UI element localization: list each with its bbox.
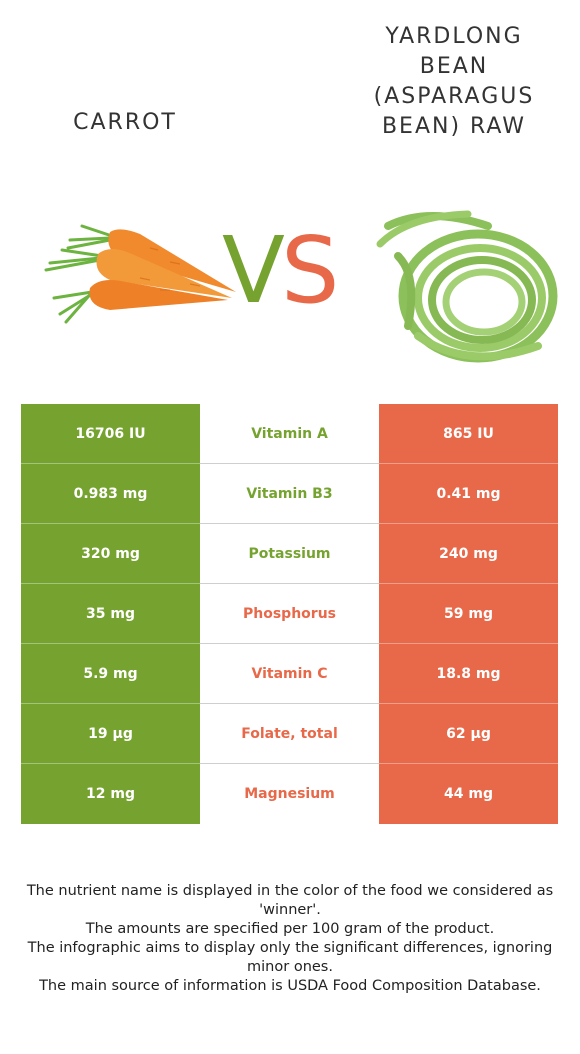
- footer-line: The nutrient name is displayed in the co…: [26, 883, 554, 918]
- nutrient-name: Potassium: [200, 524, 379, 584]
- nutrient-name: Vitamin C: [200, 644, 379, 704]
- nutrient-comparison-table: 16706 IU Vitamin A 865 IU 0.983 mg Vitam…: [21, 404, 558, 824]
- nutrient-name: Magnesium: [200, 764, 379, 824]
- yardlong-bean-image: [376, 210, 558, 363]
- right-food-title-line: BEAN) RAW: [381, 114, 527, 139]
- right-value: 865 IU: [379, 404, 558, 464]
- right-food-title-line: BEAN: [419, 54, 489, 79]
- table-row: 35 mg Phosphorus 59 mg: [21, 584, 558, 644]
- footer-line: The amounts are specified per 100 gram o…: [85, 921, 495, 937]
- table-row: 19 µg Folate, total 62 µg: [21, 704, 558, 764]
- left-value: 5.9 mg: [21, 644, 200, 704]
- table-row: 5.9 mg Vitamin C 18.8 mg: [21, 644, 558, 704]
- table-row: 320 mg Potassium 240 mg: [21, 524, 558, 584]
- left-value: 16706 IU: [21, 404, 200, 464]
- left-value: 0.983 mg: [21, 464, 200, 524]
- right-value: 44 mg: [379, 764, 558, 824]
- left-value: 12 mg: [21, 764, 200, 824]
- nutrient-name: Phosphorus: [200, 584, 379, 644]
- table-row: 12 mg Magnesium 44 mg: [21, 764, 558, 824]
- right-food-title: YARDLONG BEAN (ASPARAGUS BEAN) RAW: [364, 22, 544, 142]
- right-value: 0.41 mg: [379, 464, 558, 524]
- carrot-image: [44, 224, 236, 324]
- nutrient-name: Folate, total: [200, 704, 379, 764]
- footer-line: The main source of information is USDA F…: [39, 978, 541, 994]
- footer-notes: The nutrient name is displayed in the co…: [20, 882, 560, 996]
- right-value: 240 mg: [379, 524, 558, 584]
- right-value: 18.8 mg: [379, 644, 558, 704]
- left-value: 35 mg: [21, 584, 200, 644]
- left-value: 19 µg: [21, 704, 200, 764]
- nutrient-name: Vitamin A: [200, 404, 379, 464]
- right-food-title-line: (ASPARAGUS: [373, 84, 535, 109]
- vs-v: V: [222, 217, 285, 324]
- right-value: 62 µg: [379, 704, 558, 764]
- left-value: 320 mg: [21, 524, 200, 584]
- nutrient-name: Vitamin B3: [200, 464, 379, 524]
- table-row: 16706 IU Vitamin A 865 IU: [21, 404, 558, 464]
- right-value: 59 mg: [379, 584, 558, 644]
- vs-s: S: [280, 217, 339, 324]
- left-food-title: CARROT: [73, 110, 177, 135]
- right-food-title-line: YARDLONG: [385, 24, 523, 49]
- table-row: 0.983 mg Vitamin B3 0.41 mg: [21, 464, 558, 524]
- footer-line: The infographic aims to display only the…: [27, 940, 553, 975]
- vs-label: VS: [222, 225, 339, 317]
